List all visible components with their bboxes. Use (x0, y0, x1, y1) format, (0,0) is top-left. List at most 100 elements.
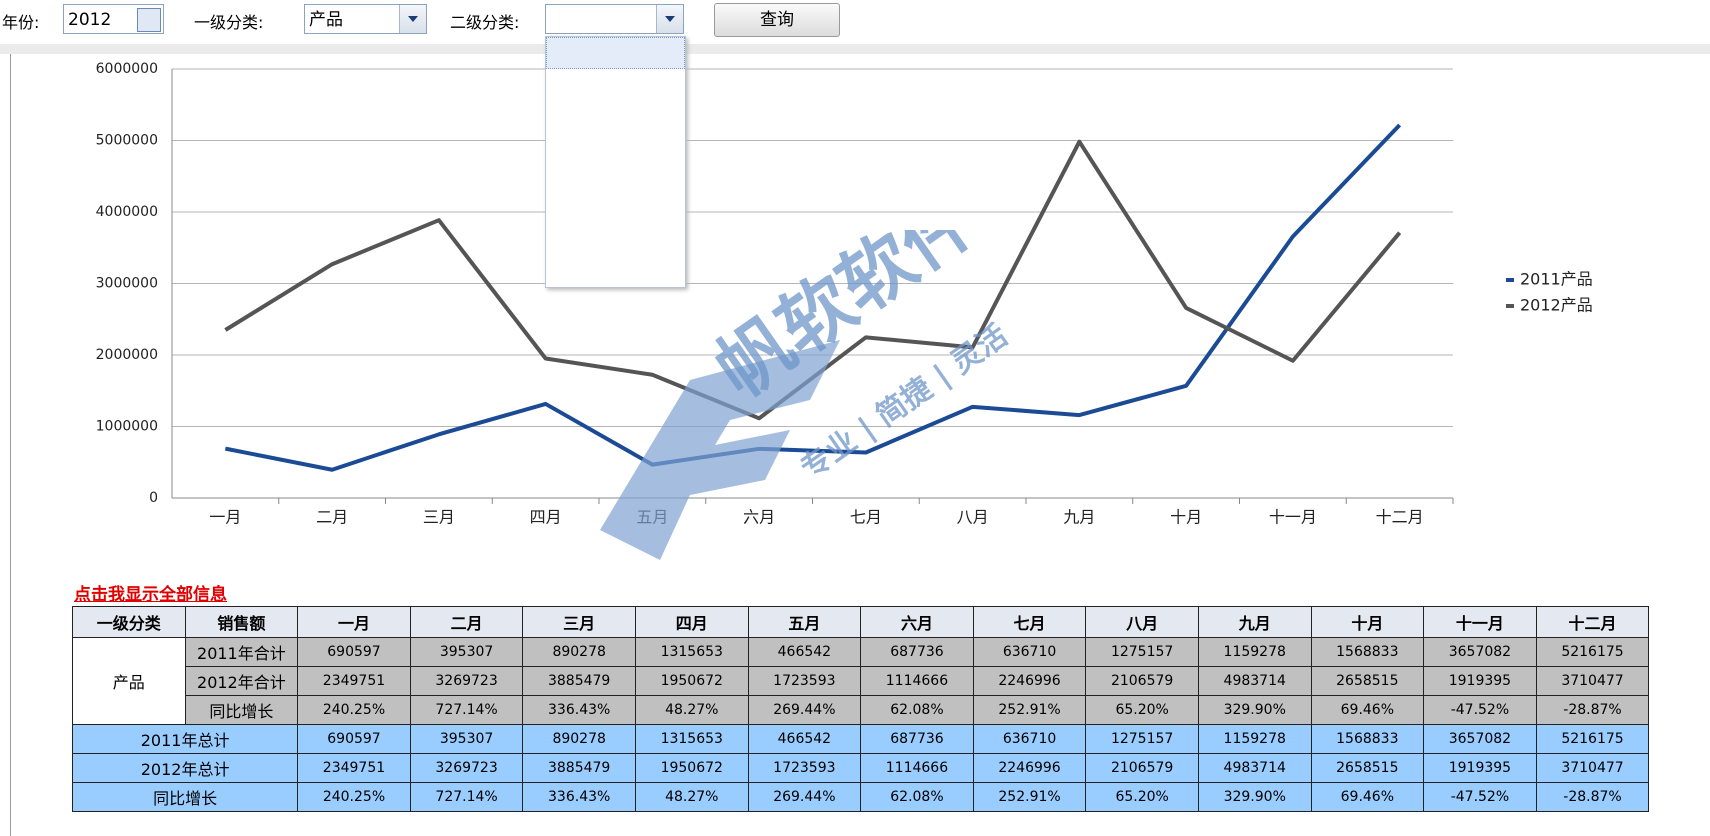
year-label: 年份: (2, 13, 40, 32)
total-cell: 1568833 (1310, 724, 1425, 754)
chart: 0 1000000 2000000 3000000 4000000 5000000 6000… (96, 61, 1593, 527)
value-cell: 890278 (522, 637, 636, 667)
total-cell: 65.20% (1085, 782, 1199, 812)
header-cell: 四月 (634, 606, 749, 638)
total-cell: 2658515 (1310, 753, 1425, 783)
legend-swatch (1506, 304, 1514, 308)
cat1-value: 产品 (309, 10, 343, 30)
y-tick-label: 2000000 (96, 347, 158, 363)
cat1-select[interactable]: 产品 (304, 4, 427, 34)
header-cell: 十月 (1310, 606, 1425, 638)
total-cell: 1919395 (1423, 753, 1537, 783)
table-row: 产品 2011年合计 690597 395307 890278 1315653 466542… (72, 637, 1650, 725)
show-all-link[interactable]: 点击我显示全部信息 (74, 585, 227, 605)
x-tick-label: 九月 (1063, 508, 1095, 527)
y-tick-label: 0 (149, 490, 158, 506)
year-input[interactable]: 2012 (63, 4, 164, 34)
year-value: 2012 (68, 10, 112, 30)
value-cell: 269.44% (747, 695, 862, 725)
total-label: 2012年总计 (71, 753, 299, 783)
value-cell: 62.08% (860, 695, 974, 725)
total-cell: 4983714 (1197, 753, 1312, 783)
value-cell: 636710 (972, 637, 1087, 667)
value-cell: 4983714 (1197, 666, 1312, 696)
legend-label: 2012产品 (1520, 296, 1593, 315)
value-cell: 1275157 (1085, 637, 1199, 667)
cat1-arrow[interactable] (399, 5, 426, 33)
header-cell: 六月 (860, 606, 974, 638)
total-cell: 2106579 (1085, 753, 1199, 783)
value-cell: 48.27% (634, 695, 749, 725)
total-cell: 269.44% (747, 782, 862, 812)
value-cell: 1919395 (1423, 666, 1537, 696)
table-row: 2012年总计 2349751 3269723 3885479 1950672 17235… (71, 753, 1650, 783)
value-cell: 240.25% (297, 695, 411, 725)
total-cell: 1114666 (860, 753, 974, 783)
total-cell: 890278 (522, 724, 636, 754)
value-cell: 2246996 (972, 666, 1087, 696)
total-label: 同比增长 (71, 782, 299, 812)
series-line (224, 123, 1402, 472)
header-cell: 三月 (522, 606, 636, 638)
header-cell: 九月 (1197, 606, 1312, 638)
total-cell: 3710477 (1535, 753, 1650, 783)
total-cell: 329.90% (1197, 782, 1312, 812)
value-cell: 69.46% (1310, 695, 1425, 725)
value-cell: 5216175 (1535, 637, 1650, 667)
total-cell: 1315653 (634, 724, 749, 754)
header-cell: 销售额 (184, 606, 299, 638)
total-cell: 336.43% (522, 782, 636, 812)
y-tick-label: 1000000 (96, 419, 158, 435)
total-cell: 69.46% (1310, 782, 1425, 812)
total-cell: 48.27% (634, 782, 749, 812)
toolbar-shadow (0, 44, 1710, 54)
legend-swatch (1506, 278, 1514, 282)
value-cell: 65.20% (1085, 695, 1199, 725)
value-cell: 1950672 (634, 666, 749, 696)
header-cell: 一月 (297, 606, 411, 638)
y-tick-label: 4000000 (96, 204, 158, 220)
total-cell: -28.87% (1535, 782, 1650, 812)
dropdown-item[interactable] (546, 37, 685, 69)
cat1-label: 一级分类: (194, 13, 264, 32)
row-label: 2012年合计 (184, 666, 299, 696)
total-cell: 1950672 (634, 753, 749, 783)
x-tick-label: 二月 (316, 508, 348, 527)
value-cell: 3657082 (1423, 637, 1537, 667)
total-cell: 252.91% (972, 782, 1087, 812)
series-line (224, 139, 1402, 421)
value-cell: 2349751 (297, 666, 411, 696)
y-tick-label: 6000000 (96, 61, 158, 77)
x-tick-label: 四月 (530, 508, 562, 527)
value-cell: 329.90% (1197, 695, 1312, 725)
header-cell: 十二月 (1535, 606, 1650, 638)
total-cell: 3885479 (522, 753, 636, 783)
total-cell: 1159278 (1197, 724, 1312, 754)
table-row: 同比增长 240.25% 727.14% 336.43% 48.27% 269.44% 62… (71, 782, 1650, 812)
value-cell: 2658515 (1310, 666, 1425, 696)
table-row: 一级分类 销售额 一月 二月 三月 四月 五月 六月 七月 八月 九月 十月 十一月 十二月 (72, 606, 1650, 638)
total-cell: 690597 (297, 724, 411, 754)
total-cell: 1723593 (747, 753, 862, 783)
value-cell: 3710477 (1535, 666, 1650, 696)
value-cell: -28.87% (1535, 695, 1650, 725)
value-cell: 2106579 (1085, 666, 1199, 696)
x-tick-label: 一月 (209, 508, 241, 527)
cat2-dropdown[interactable] (545, 36, 686, 288)
total-cell: 5216175 (1535, 724, 1650, 754)
value-cell: 687736 (860, 637, 974, 667)
calendar-icon[interactable] (137, 8, 161, 32)
x-tick-label: 十月 (1170, 508, 1202, 527)
total-cell: 2246996 (972, 753, 1087, 783)
total-cell: 636710 (972, 724, 1087, 754)
header-cell: 十一月 (1423, 606, 1537, 638)
total-cell: 727.14% (409, 782, 524, 812)
header-cell: 七月 (972, 606, 1087, 638)
x-tick-label: 七月 (850, 508, 882, 527)
cat2-arrow[interactable] (656, 5, 683, 33)
row-label: 2011年合计 (184, 637, 299, 667)
total-cell: 466542 (747, 724, 862, 754)
query-button[interactable]: 查询 (714, 3, 840, 37)
cat2-select[interactable] (545, 4, 684, 34)
value-cell: 1159278 (1197, 637, 1312, 667)
